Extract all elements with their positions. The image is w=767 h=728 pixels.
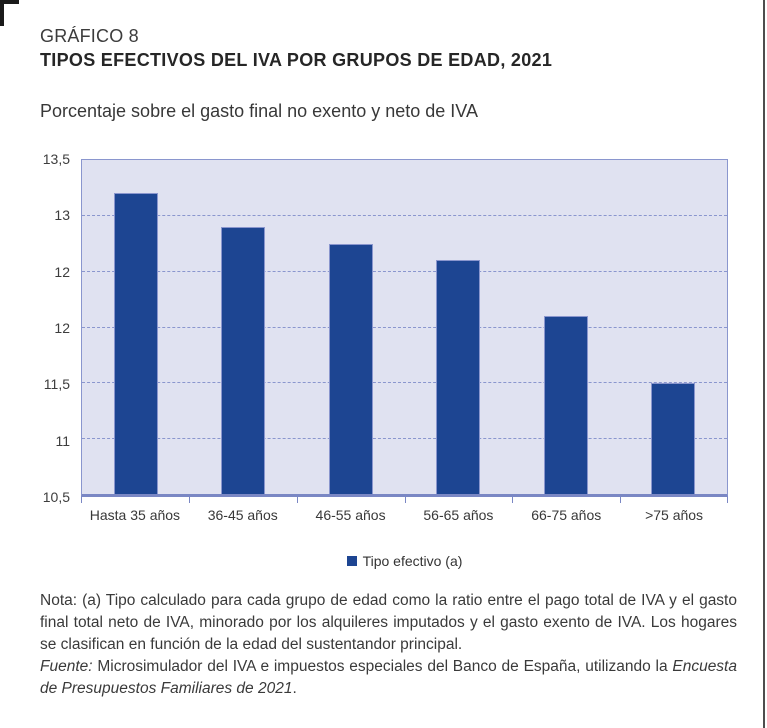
- gridline: [82, 326, 727, 328]
- y-axis-tick-label: 13,5: [42, 151, 70, 167]
- chart-subtitle: Porcentaje sobre el gasto final no exent…: [40, 101, 478, 121]
- chart-bar: [651, 382, 696, 494]
- x-axis-category-label: 36-45 años: [207, 507, 278, 523]
- x-axis-tick: [404, 497, 406, 503]
- x-axis-category-label: 56-65 años: [423, 507, 494, 523]
- page-right-border: [763, 0, 765, 728]
- x-axis-tick: [620, 497, 622, 503]
- chart-bar: [113, 193, 158, 494]
- source-label: Fuente:: [40, 658, 93, 675]
- y-axis-tick-label: 13: [54, 207, 70, 224]
- page-corner-crop-mark: [0, 0, 19, 26]
- x-axis-category-label: Hasta 35 años: [89, 507, 181, 523]
- gridline: [82, 382, 727, 384]
- x-axis-tick: [512, 497, 514, 503]
- chart-number-kicker: GRÁFICO 8: [40, 26, 139, 46]
- chart-legend: Tipo efectivo (a): [81, 553, 728, 569]
- x-axis-category-label: >75 años: [645, 507, 704, 523]
- x-axis-tick: [296, 497, 298, 503]
- y-axis-tick-label: 11: [55, 432, 70, 449]
- chart-bar: [221, 226, 266, 494]
- chart-bar: [543, 315, 588, 494]
- note-text: Nota: (a) Tipo calculado para cada grupo…: [40, 592, 737, 653]
- chart-title: TIPOS EFECTIVOS DEL IVA POR GRUPOS DE ED…: [40, 50, 553, 70]
- chart-bar: [436, 260, 481, 494]
- y-axis-tick-label: 10,5: [42, 489, 70, 505]
- legend-square-icon: [346, 556, 357, 566]
- source-text: Fuente: Microsimulador del IVA e impuest…: [40, 658, 737, 697]
- chart-bar: [328, 243, 373, 494]
- y-axis-tick-label: 12: [54, 263, 70, 280]
- x-axis-tick: [727, 497, 728, 503]
- x-axis-tick: [81, 497, 82, 503]
- gridline: [82, 270, 727, 272]
- x-axis-tick: [188, 497, 190, 503]
- x-axis-category-label: 66-75 años: [531, 507, 602, 523]
- y-axis-tick-label: 12: [54, 320, 70, 336]
- x-axis-category-label: 46-55 años: [315, 507, 386, 523]
- gridline: [82, 215, 727, 217]
- plot-area: [81, 159, 728, 497]
- legend-label: Tipo efectivo (a): [362, 553, 463, 569]
- notes-block: Nota: (a) Tipo calculado para cada grupo…: [40, 590, 737, 700]
- gridline: [82, 437, 727, 439]
- y-axis-tick-label: 11,5: [43, 376, 70, 393]
